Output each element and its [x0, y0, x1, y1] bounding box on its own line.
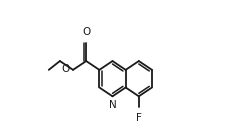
- Text: N: N: [109, 100, 116, 110]
- Text: F: F: [136, 113, 142, 123]
- Text: O: O: [61, 64, 70, 74]
- Text: O: O: [82, 27, 90, 37]
